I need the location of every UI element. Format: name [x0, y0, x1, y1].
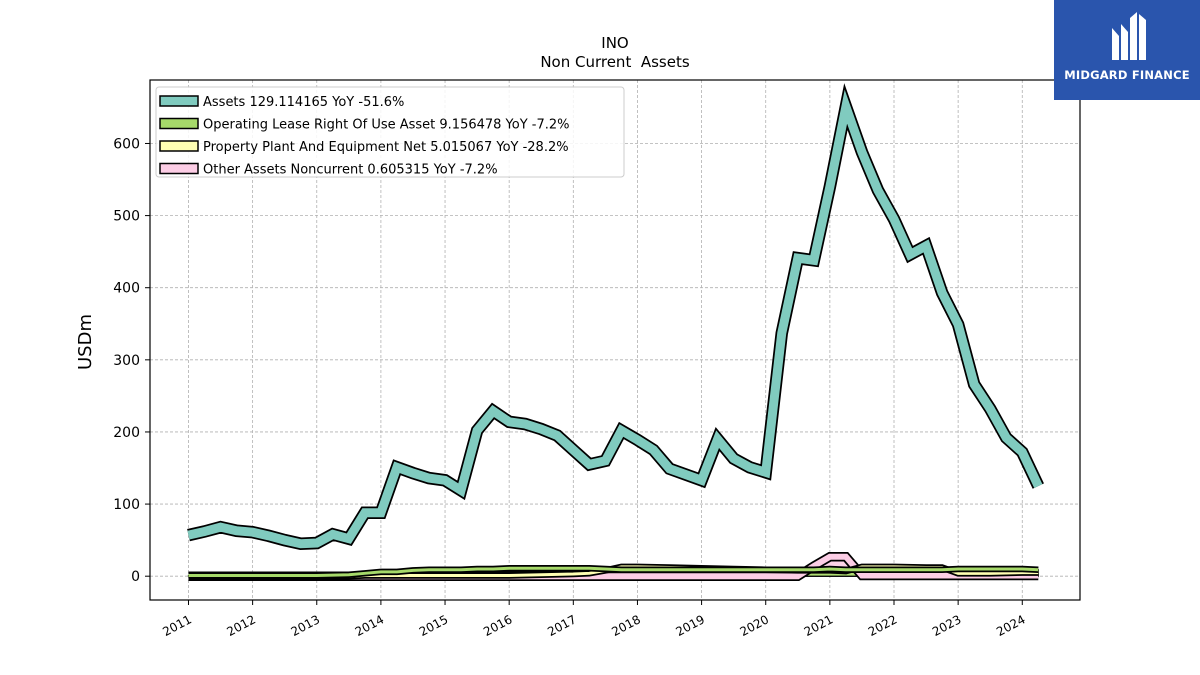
legend-swatch [159, 140, 199, 152]
legend: Assets 129.114165 YoY -51.6% Operating Le… [155, 86, 625, 178]
x-tick-label: 2011 [160, 612, 194, 639]
plot-frame [149, 79, 1081, 601]
y-axis: 0 100 200 300 400 500 600 [113, 136, 150, 585]
legend-swatch [159, 117, 199, 130]
x-tick-label: 2013 [289, 612, 323, 639]
x-tick-label: 2019 [673, 612, 707, 639]
y-axis-label: USDm [75, 314, 96, 370]
series-lines [187, 83, 1044, 581]
legend-item: Property Plant And Equipment Net 5.01506… [159, 140, 569, 155]
x-tick-label: 2021 [802, 612, 836, 639]
x-tick-label: 2015 [417, 612, 451, 639]
x-tick-label: 2014 [353, 612, 387, 639]
series-line-stroke [187, 89, 1043, 549]
legend-label: Operating Lease Right Of Use Asset 9.156… [203, 118, 570, 133]
legend-item: Assets 129.114165 YoY -51.6% [159, 95, 404, 110]
legend-label: Assets 129.114165 YoY -51.6% [203, 95, 404, 110]
legend-swatch [159, 162, 199, 175]
y-tick-label: 0 [131, 569, 140, 585]
brand-logo-box: MIDGARD FINANCE [1054, 0, 1200, 100]
x-axis: 2011 2012 2013 2014 2015 2016 2017 2018 2019 2020… [160, 600, 1028, 639]
x-tick-label: 2020 [738, 612, 772, 639]
series-line-stroke [188, 566, 1039, 577]
x-tick-label: 2022 [866, 612, 900, 639]
y-tick-label: 500 [113, 209, 140, 225]
brand-logo-icon [1112, 12, 1146, 60]
brand-name: MIDGARD FINANCE [1064, 68, 1190, 82]
x-tick-label: 2018 [609, 612, 643, 639]
chart-title: INO [601, 34, 628, 52]
series-line-0 [187, 83, 1044, 551]
y-tick-label: 400 [113, 281, 140, 297]
legend-swatch [159, 95, 199, 107]
series-line-1 [188, 565, 1039, 579]
legend-item: Operating Lease Right Of Use Asset 9.156… [159, 117, 570, 133]
legend-item: Other Assets Noncurrent 0.605315 YoY -7.… [159, 162, 498, 178]
y-tick-label: 300 [113, 353, 140, 369]
x-tick-label: 2017 [545, 612, 579, 639]
y-tick-label: 200 [113, 425, 140, 441]
chart-subtitle: Non Current Assets [540, 53, 690, 71]
y-tick-label: 100 [113, 497, 140, 513]
y-tick-label: 600 [113, 136, 140, 152]
x-tick-label: 2016 [481, 612, 515, 639]
x-tick-label: 2024 [994, 612, 1028, 639]
legend-label: Other Assets Noncurrent 0.605315 YoY -7.… [203, 163, 498, 178]
x-tick-label: 2012 [224, 612, 258, 639]
legend-label: Property Plant And Equipment Net 5.01506… [203, 140, 569, 155]
x-tick-label: 2023 [930, 612, 964, 639]
legend-box [155, 86, 625, 178]
